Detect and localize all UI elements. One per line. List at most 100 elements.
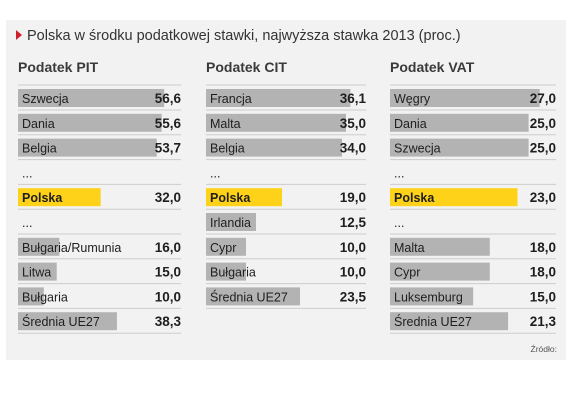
row-2: Dania 25,0 bbox=[390, 113, 556, 136]
row-label: Polska bbox=[22, 191, 63, 205]
row-label: Irlandia bbox=[210, 216, 251, 230]
row-2: Malta 35,0 bbox=[206, 113, 366, 136]
row-label: ... bbox=[210, 166, 220, 180]
value-label: 23,5 bbox=[340, 289, 367, 304]
value-label: 12,5 bbox=[340, 215, 367, 230]
row-label: Malta bbox=[210, 117, 241, 131]
row-10: Średnia UE27 38,3 bbox=[18, 312, 182, 334]
row-5: Polska 19,0 bbox=[206, 188, 366, 210]
value-label: 15,0 bbox=[530, 289, 556, 304]
row-label: ... bbox=[394, 166, 404, 180]
bar bbox=[206, 213, 256, 231]
value-label: 18,0 bbox=[530, 265, 556, 280]
row-9: Bułgaria 10,0 bbox=[18, 287, 181, 309]
bar bbox=[18, 89, 165, 107]
row-label: Polska bbox=[210, 191, 251, 205]
chart-panels: Podatek PIT Szwecja 56,6 Dania 55,6 Belgia 53,… bbox=[18, 59, 557, 334]
title-marker-icon bbox=[16, 30, 22, 40]
row-3: Belgia 53,7 bbox=[18, 138, 181, 161]
bar-highlight bbox=[206, 188, 282, 207]
row-5: Polska 23,0 bbox=[390, 188, 556, 210]
bar bbox=[18, 113, 162, 132]
bar bbox=[390, 89, 540, 107]
bar bbox=[206, 138, 342, 157]
row-3: Belgia 34,0 bbox=[206, 138, 366, 161]
row-label: Średnia UE27 bbox=[394, 314, 472, 329]
row-label: Malta bbox=[394, 241, 425, 255]
bar bbox=[18, 138, 157, 157]
value-label: 32,0 bbox=[155, 190, 181, 205]
value-label: 38,3 bbox=[155, 314, 182, 329]
row-1: Szwecja 56,6 bbox=[18, 89, 182, 111]
row-label: Francja bbox=[210, 92, 252, 106]
row-10: Średnia UE27 21,3 bbox=[390, 312, 557, 334]
bar bbox=[390, 312, 509, 331]
bar bbox=[206, 237, 246, 256]
row-7: Malta 18,0 bbox=[390, 237, 556, 260]
bar bbox=[18, 237, 60, 256]
row-label: Średnia UE27 bbox=[210, 289, 288, 304]
value-label: 35,0 bbox=[340, 116, 366, 131]
value-label: 16,0 bbox=[155, 240, 181, 255]
row-label: Luksemburg bbox=[394, 290, 463, 304]
row-label: Średnia UE27 bbox=[22, 314, 100, 329]
row-2: Dania 55,6 bbox=[18, 113, 182, 136]
row-label: Belgia bbox=[22, 142, 57, 156]
row-label: Bułgaria bbox=[22, 290, 68, 304]
bar bbox=[390, 138, 529, 157]
row-label: Szwecja bbox=[394, 142, 441, 156]
row-6: Irlandia 12,5 bbox=[206, 213, 367, 235]
panel-title: Podatek PIT bbox=[18, 59, 99, 75]
value-label: 27,0 bbox=[530, 91, 556, 106]
value-label: 25,0 bbox=[530, 116, 556, 131]
value-label: 53,7 bbox=[155, 141, 181, 156]
bar bbox=[390, 262, 490, 281]
bar bbox=[390, 237, 490, 256]
value-label: 55,6 bbox=[155, 116, 182, 131]
row-label: Dania bbox=[22, 117, 55, 131]
value-label: 10,0 bbox=[340, 265, 366, 280]
row-label: Litwa bbox=[22, 266, 51, 280]
value-label: 36,1 bbox=[340, 91, 367, 106]
row-1: Francja 36,1 bbox=[206, 89, 367, 111]
value-label: 10,0 bbox=[155, 289, 181, 304]
panel-2: Podatek CIT Francja 36,1 Malta 35,0 Belgia 34,… bbox=[206, 59, 367, 309]
source-label: Źródło: bbox=[531, 344, 557, 354]
row-label: Cypr bbox=[210, 241, 236, 255]
value-label: 34,0 bbox=[340, 141, 366, 156]
panel-3: Podatek VAT Węgry 27,0 Dania 25,0 Szwecja 25,0… bbox=[390, 59, 557, 334]
row-label: Dania bbox=[394, 117, 427, 131]
bar bbox=[206, 287, 300, 306]
row-6: ... bbox=[390, 216, 556, 235]
row-4: ... bbox=[206, 166, 366, 185]
bar bbox=[206, 89, 351, 107]
panel-1: Podatek PIT Szwecja 56,6 Dania 55,6 Belgia 53,… bbox=[18, 59, 182, 334]
row-label: Szwecja bbox=[22, 92, 69, 106]
value-label: 23,0 bbox=[530, 190, 556, 205]
row-label: Polska bbox=[394, 191, 435, 205]
value-label: 56,6 bbox=[155, 91, 182, 106]
row-4: ... bbox=[18, 166, 181, 185]
value-label: 10,0 bbox=[340, 240, 366, 255]
row-label: Belgia bbox=[210, 142, 245, 156]
bar-highlight bbox=[18, 188, 101, 207]
value-label: 19,0 bbox=[340, 190, 366, 205]
row-label: Cypr bbox=[394, 266, 420, 280]
value-label: 21,3 bbox=[530, 314, 557, 329]
row-8: Bułgaria 10,0 bbox=[206, 262, 366, 285]
row-5: Polska 32,0 bbox=[18, 188, 181, 210]
value-label: 25,0 bbox=[530, 141, 556, 156]
panel-title: Podatek VAT bbox=[390, 59, 475, 75]
bar bbox=[206, 262, 246, 281]
row-label: Bułgaria/Rumunia bbox=[22, 241, 121, 255]
row-9: Średnia UE27 23,5 bbox=[206, 287, 367, 309]
bar bbox=[390, 287, 474, 306]
row-3: Szwecja 25,0 bbox=[390, 138, 556, 161]
row-7: Cypr 10,0 bbox=[206, 237, 366, 260]
value-label: 15,0 bbox=[155, 265, 181, 280]
bar bbox=[206, 113, 346, 132]
row-8: Litwa 15,0 bbox=[18, 262, 181, 285]
row-7: Bułgaria/Rumunia 16,0 bbox=[18, 237, 181, 260]
row-4: ... bbox=[390, 166, 556, 185]
panel-title: Podatek CIT bbox=[206, 59, 287, 75]
